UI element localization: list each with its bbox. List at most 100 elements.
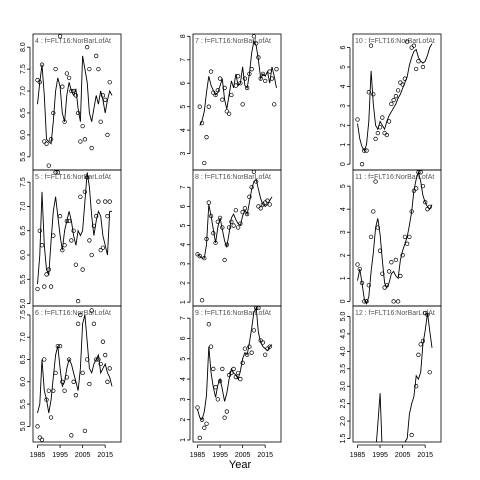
observation-point: [100, 339, 106, 344]
observation-point: [260, 71, 266, 77]
observation-point: [82, 189, 88, 195]
plot-area: [35, 34, 113, 168]
observation-point: [60, 247, 65, 253]
observation-point: [105, 132, 110, 138]
observation-point: [206, 200, 211, 205]
observation-point: [416, 59, 421, 64]
observation-point: [75, 110, 81, 116]
observation-point: [402, 234, 408, 239]
observation-point: [408, 34, 411, 35]
observation-point: [386, 119, 392, 124]
observation-point: [87, 66, 92, 72]
x-tick-label: 2015: [97, 452, 113, 459]
observation-point: [89, 308, 94, 313]
y-tick-label: 2.0: [340, 416, 347, 426]
y-tick-label: 7.0: [20, 201, 27, 211]
observation-point: [222, 257, 227, 263]
observation-point: [100, 93, 106, 98]
panel-2: 7 : f=FLT16:NorBarLofAt 3 4 5 6 7 8: [180, 33, 282, 171]
observation-point: [405, 39, 410, 44]
observation-point: [208, 344, 214, 349]
observation-point: [213, 240, 218, 245]
observation-point: [272, 102, 277, 107]
x-tick-label: 1995: [372, 452, 388, 459]
x-tick-label: 1985: [190, 452, 206, 459]
plot-area: [197, 34, 279, 166]
observation-point: [416, 170, 421, 175]
observation-point: [35, 77, 40, 83]
model-fit-line: [199, 39, 277, 126]
model-fit-line: [37, 55, 113, 145]
observation-point: [69, 88, 74, 94]
observation-point: [231, 366, 236, 372]
panel-8: 9 : f=FLT16:NorBarLofAt 1 2 3 4 5 6 7 1985 1995 20…: [180, 305, 282, 459]
y-tick-label: 1: [180, 438, 187, 442]
observation-point: [213, 385, 218, 390]
observation-point: [247, 194, 252, 199]
observation-point: [85, 175, 90, 180]
observation-point: [42, 139, 47, 144]
observation-point: [260, 340, 266, 345]
observation-point: [267, 69, 272, 74]
observation-point: [75, 321, 81, 326]
observation-point: [215, 397, 220, 402]
observation-point: [217, 378, 223, 384]
observation-point: [89, 252, 94, 258]
observation-point: [416, 352, 421, 357]
panel-title: 7 : f=FLT16:NorBarLofAt: [195, 38, 271, 45]
panel-title: 11 : f=FLT16:NorBarLofAt: [355, 174, 434, 181]
observation-point: [254, 179, 259, 184]
model-fit-line: [357, 43, 433, 152]
observation-point: [197, 254, 202, 259]
observation-point: [105, 379, 110, 384]
observation-point: [222, 85, 227, 91]
observation-point: [35, 424, 40, 429]
observation-point: [389, 260, 394, 265]
observation-point: [71, 379, 76, 384]
y-tick-label: 7.0: [20, 86, 27, 96]
observation-point: [386, 269, 392, 274]
observation-point: [78, 139, 83, 144]
observation-point: [240, 360, 245, 365]
panel-frame: [192, 169, 282, 307]
y-tick-label: 2: [340, 253, 347, 257]
observation-point: [211, 366, 216, 372]
observation-point: [359, 162, 365, 167]
observation-point: [44, 141, 49, 146]
y-tick-label: 1: [180, 300, 187, 304]
observation-point: [384, 283, 389, 288]
observation-point: [402, 76, 408, 81]
y-tick-label: 5.0: [20, 421, 27, 431]
y-tick-label: 4: [340, 207, 347, 211]
y-tick-label: 7.5: [20, 310, 27, 320]
observation-point: [89, 145, 94, 151]
y-tick-label: 4: [180, 243, 187, 247]
plot-area: [355, 170, 433, 305]
observation-point: [211, 231, 216, 236]
observation-point: [202, 255, 207, 261]
observation-point: [393, 94, 399, 99]
observation-point: [245, 85, 250, 91]
observation-point: [233, 374, 239, 380]
observation-point: [371, 209, 376, 214]
observation-point: [427, 204, 432, 210]
observation-point: [53, 66, 58, 72]
observation-point: [220, 366, 225, 372]
observation-point: [364, 299, 369, 304]
observation-point: [80, 370, 85, 376]
observation-point: [37, 228, 42, 233]
y-tick-label: 5: [340, 65, 347, 69]
observation-point: [69, 433, 74, 438]
observation-point: [96, 199, 101, 204]
observation-point: [393, 257, 399, 263]
observation-point: [265, 198, 270, 203]
observation-point: [208, 213, 214, 219]
observation-point: [377, 248, 383, 253]
observation-point: [355, 262, 360, 267]
x-tick-label: 2015: [417, 452, 433, 459]
observation-point: [425, 312, 430, 317]
observation-point: [407, 234, 412, 239]
observation-point: [242, 76, 248, 81]
observation-point: [96, 66, 101, 72]
observation-point: [398, 80, 403, 85]
